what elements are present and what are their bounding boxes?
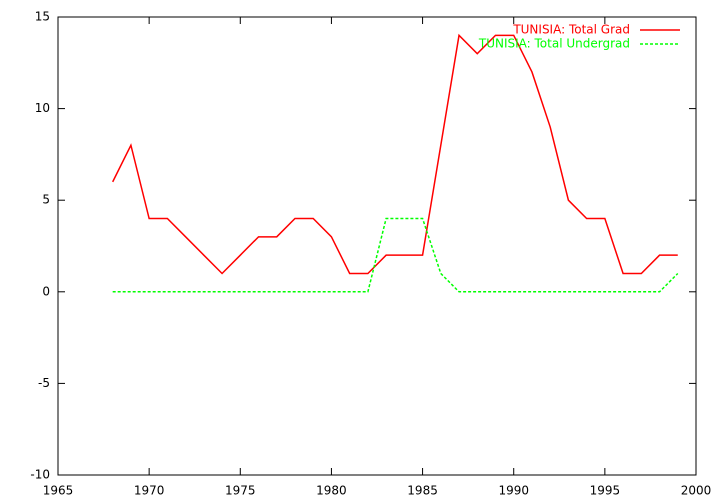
x-tick-label: 1995 bbox=[590, 484, 621, 498]
x-tick-label: 1985 bbox=[407, 484, 438, 498]
y-tick-label: 5 bbox=[42, 193, 50, 207]
plot-frame bbox=[57, 16, 697, 476]
legend-label: TUNISIA: Total Undergrad bbox=[478, 37, 630, 51]
x-tick-label: 1990 bbox=[498, 484, 529, 498]
legend-label: TUNISIA: Total Grad bbox=[512, 23, 630, 37]
y-tick-label: -5 bbox=[38, 376, 50, 390]
x-tick-label: 1965 bbox=[43, 484, 74, 498]
x-tick-label: 2000 bbox=[681, 484, 712, 498]
y-tick-label: 10 bbox=[35, 101, 50, 115]
y-tick-label: -10 bbox=[30, 468, 50, 482]
x-tick-label: 1970 bbox=[134, 484, 165, 498]
data-line bbox=[112, 217, 679, 293]
y-tick-label: 0 bbox=[42, 284, 50, 298]
x-tick-label: 1980 bbox=[316, 484, 347, 498]
y-tick-label: 15 bbox=[35, 10, 50, 24]
data-line bbox=[112, 33, 678, 275]
x-tick-label: 1975 bbox=[225, 484, 256, 498]
